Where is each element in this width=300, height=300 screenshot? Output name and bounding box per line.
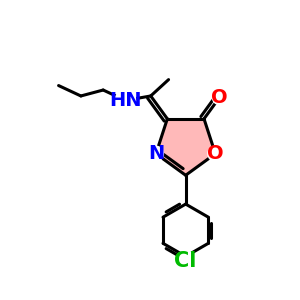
Text: O: O — [212, 88, 228, 107]
Circle shape — [115, 90, 136, 111]
Text: N: N — [148, 144, 164, 163]
Text: O: O — [207, 144, 224, 163]
Circle shape — [212, 90, 227, 105]
Polygon shape — [156, 119, 215, 175]
Text: Cl: Cl — [175, 251, 197, 272]
Circle shape — [175, 251, 196, 272]
Circle shape — [148, 146, 164, 161]
Circle shape — [208, 146, 223, 161]
Text: HN: HN — [109, 91, 142, 110]
